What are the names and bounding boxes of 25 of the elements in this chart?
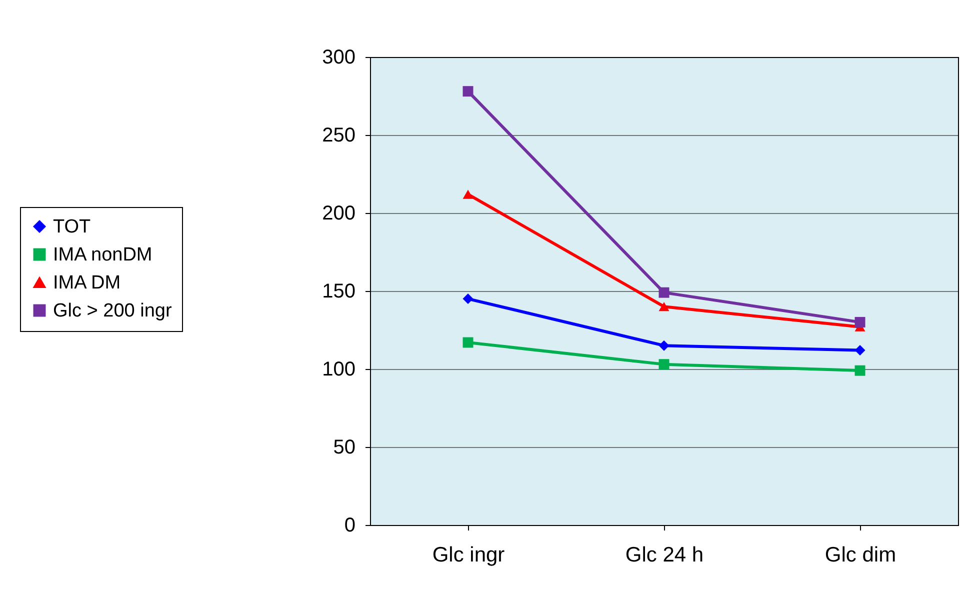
y-tick-label: 50 (333, 436, 356, 458)
point (658, 340, 670, 351)
point (462, 294, 474, 304)
y-tick-label: 0 (344, 514, 356, 536)
y-tick-label: 250 (322, 124, 356, 146)
point (658, 302, 670, 312)
point (854, 345, 866, 356)
point (462, 190, 474, 199)
legend-label: Glc > 200 ingr (53, 300, 172, 322)
y-tick-label: 150 (322, 280, 356, 302)
y-tick-label: 200 (322, 202, 356, 224)
x-tick-label: Glc dim (824, 544, 896, 566)
legend-label: TOT (53, 216, 92, 238)
point (462, 86, 474, 97)
point (462, 337, 474, 348)
legend-label: IMA nonDM (53, 244, 152, 266)
point (658, 287, 670, 298)
y-tick-label: 300 (322, 46, 356, 68)
point (854, 365, 866, 376)
x-tick-label: Glc ingr (432, 544, 505, 566)
point (658, 359, 670, 370)
point (854, 316, 866, 328)
x-tick-label: Glc 24 h (625, 544, 704, 566)
y-tick-label: 100 (322, 358, 356, 380)
legend-label: IMA DM (53, 272, 121, 294)
